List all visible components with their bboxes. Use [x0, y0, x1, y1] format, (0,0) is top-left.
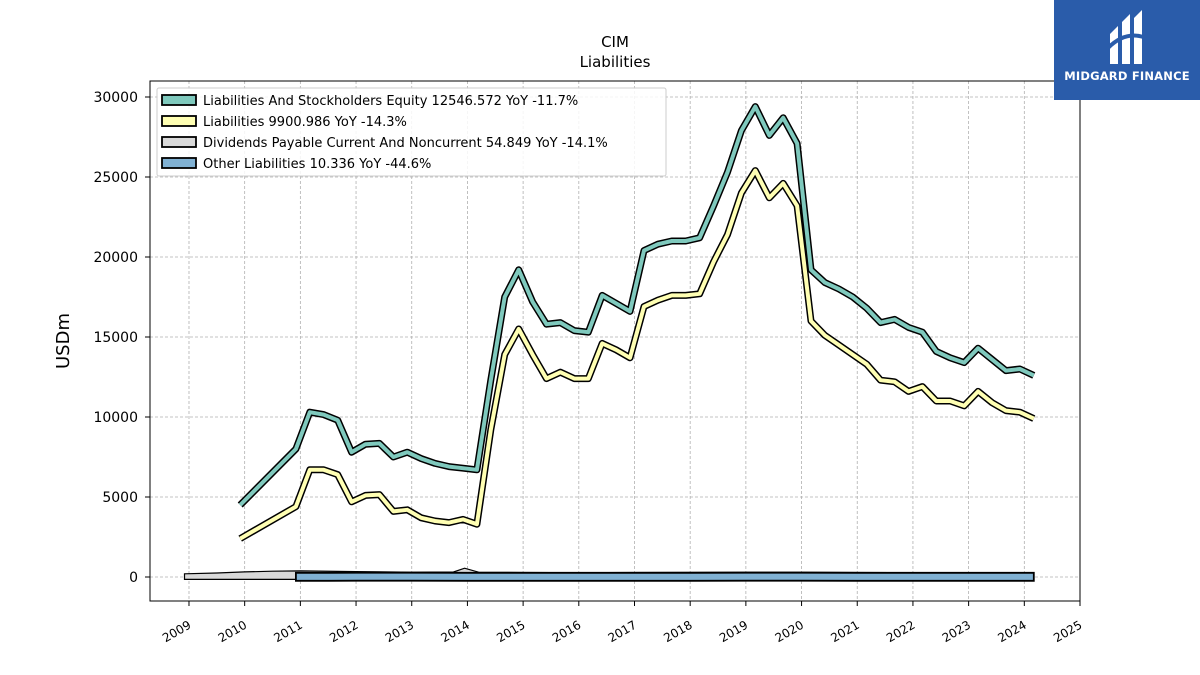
y-tick-label: 5000 [102, 490, 138, 506]
x-tick-label: 2022 [884, 618, 917, 645]
x-tick-label: 2012 [327, 618, 360, 645]
legend-swatch [161, 136, 197, 148]
y-tick-label: 15000 [93, 330, 138, 346]
band-areas [183, 567, 1035, 582]
legend-entry: Dividends Payable Current And Noncurrent… [203, 136, 608, 151]
x-tick-label: 2020 [773, 618, 806, 645]
legend: Liabilities And Stockholders Equity 1254… [156, 87, 667, 177]
series-lines [237, 103, 1036, 542]
logo-text: MIDGARD FINANCE [1064, 69, 1190, 83]
y-axis-ticks: 0 5000 10000 15000 20000 25000 30000 [93, 90, 150, 586]
x-tick-label: 2010 [216, 618, 249, 645]
legend-entry: Liabilities 9900.986 YoY -14.3% [203, 115, 407, 130]
x-tick-label: 2023 [940, 618, 973, 645]
x-tick-label: 2025 [1051, 618, 1084, 645]
legend-swatch [161, 157, 197, 169]
x-tick-label: 2014 [439, 618, 472, 645]
logo-mark-icon [1106, 10, 1147, 64]
series-line-liabilities [239, 168, 1035, 541]
y-tick-label: 0 [129, 570, 138, 586]
chart-subtitle: Liabilities [580, 53, 651, 71]
x-tick-label: 2018 [661, 618, 694, 645]
y-tick-label: 10000 [93, 410, 138, 426]
y-tick-label: 20000 [93, 250, 138, 266]
x-tick-label: 2017 [606, 618, 639, 645]
legend-entry: Liabilities And Stockholders Equity 1254… [203, 94, 578, 109]
x-tick-label: 2009 [160, 618, 193, 645]
plot-frame [149, 80, 1081, 602]
series-outline-liabilities [238, 167, 1036, 542]
midgard-finance-logo: MIDGARD FINANCE [1054, 0, 1200, 100]
x-tick-label: 2016 [550, 618, 583, 645]
x-tick-label: 2015 [494, 618, 527, 645]
y-axis-label: USDm [53, 313, 74, 369]
y-tick-label: 30000 [93, 90, 138, 106]
legend-entry: Other Liabilities 10.336 YoY -44.6% [203, 157, 431, 172]
x-tick-label: 2013 [383, 618, 416, 645]
legend-swatch [161, 115, 197, 127]
x-tick-label: 2019 [717, 618, 750, 645]
x-axis-ticks: 2009 2010 2011 2012 2013 2014 2015 2016 2017 2018… [160, 601, 1085, 645]
x-tick-label: 2011 [271, 618, 304, 645]
y-tick-label: 25000 [93, 170, 138, 186]
legend-box [156, 87, 667, 177]
legend-swatch [161, 94, 197, 106]
x-tick-label: 2021 [828, 618, 861, 645]
x-tick-label: 2024 [995, 618, 1028, 645]
chart-title: CIM [601, 33, 629, 51]
series-area-other-liabilities [294, 571, 1035, 582]
series-line-liabilities-and-equity [238, 104, 1035, 507]
